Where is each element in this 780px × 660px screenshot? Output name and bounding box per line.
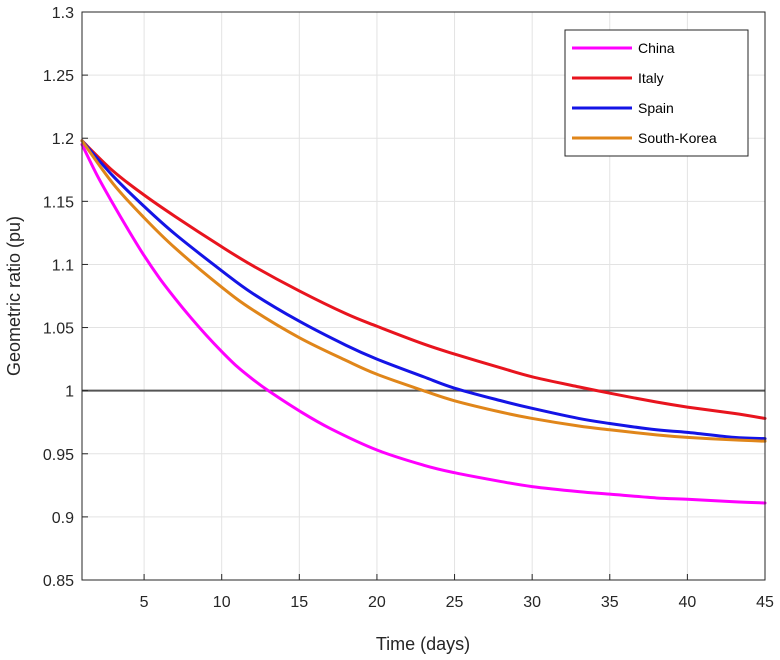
x-tick-labels: 5 10 15 20 25 30 35 40 45	[140, 594, 774, 611]
legend-label-china: China	[638, 40, 675, 56]
y-tick-label: 1.25	[43, 68, 74, 85]
x-tick-label: 20	[368, 594, 386, 611]
y-tick-label: 1.2	[52, 131, 74, 148]
y-tick-label: 0.9	[52, 510, 74, 527]
legend-box	[564, 29, 749, 157]
y-tick-label: 1.15	[43, 194, 74, 211]
y-tick-label: 1	[65, 384, 74, 401]
x-tick-label: 10	[213, 594, 231, 611]
legend-label-italy: Italy	[638, 70, 664, 86]
x-tick-label: 15	[290, 594, 308, 611]
ticks	[82, 11, 766, 581]
x-tick-label: 30	[523, 594, 541, 611]
x-tick-label: 45	[756, 594, 774, 611]
y-axis-label: Geometric ratio (pu)	[4, 216, 24, 376]
y-tick-label: 1.1	[52, 257, 74, 274]
x-axis-label: Time (days)	[376, 634, 470, 654]
series-group	[80, 139, 767, 505]
series-line-china	[80, 143, 767, 505]
y-tick-label: 0.95	[43, 447, 74, 464]
x-tick-label: 35	[601, 594, 619, 611]
x-tick-label: 5	[140, 594, 149, 611]
legend-label-spain: Spain	[638, 100, 674, 116]
x-tick-label: 40	[678, 594, 696, 611]
x-tick-label: 25	[446, 594, 464, 611]
legend: China Italy Spain South-Korea	[564, 29, 749, 157]
plot-frame	[81, 11, 766, 581]
series-line-italy	[80, 139, 767, 420]
y-tick-label: 1.05	[43, 321, 74, 338]
y-tick-label: 1.3	[52, 5, 74, 22]
y-tick-label: 0.85	[43, 573, 74, 590]
series-line-spain	[80, 139, 767, 441]
series-line-south-korea	[80, 139, 767, 443]
y-tick-labels: 0.85 0.9 0.95 1 1.05 1.1 1.15 1.2 1.25 1.3	[43, 5, 74, 590]
legend-label-south-korea: South-Korea	[638, 130, 717, 146]
